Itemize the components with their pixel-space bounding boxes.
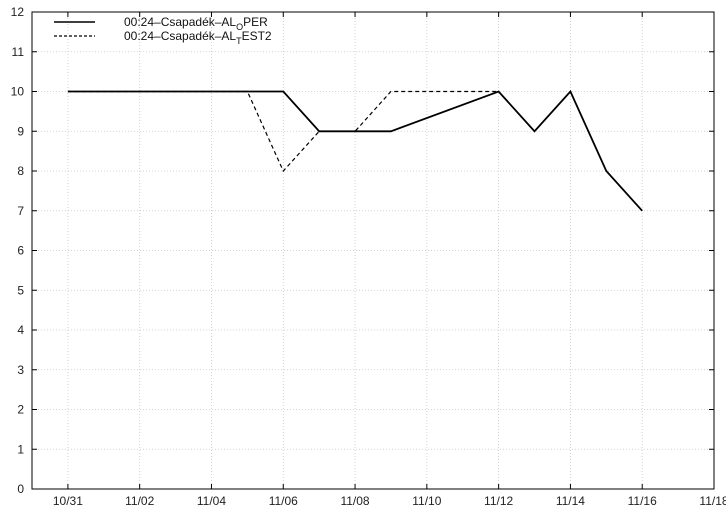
x-tick-label: 11/12 — [484, 494, 513, 508]
x-tick-label: 11/18 — [699, 494, 726, 508]
y-tick-label: 6 — [17, 244, 24, 258]
y-tick-label: 1 — [17, 442, 24, 456]
x-tick-label: 10/31 — [53, 494, 83, 508]
series-line-1 — [67, 89, 643, 212]
x-tick-labels: 10/31 11/02 11/04 11/06 11/08 11/10 11/12 11/14… — [53, 494, 726, 508]
series — [67, 89, 643, 212]
legend: 00:24–Csapadék–ALOPER00:24–Csapadék–ALTE… — [54, 15, 272, 46]
legend-label-1: 00:24–Csapadék–ALOPER — [124, 15, 268, 32]
x-tick-label: 11/10 — [412, 494, 441, 508]
y-tick-label: 11 — [12, 45, 25, 59]
x-tick-label: 11/02 — [125, 494, 154, 508]
x-tick-label: 11/06 — [269, 494, 298, 508]
x-tick-label: 11/14 — [556, 494, 585, 508]
y-tick-label: 7 — [17, 204, 24, 218]
y-tick-label: 2 — [17, 403, 24, 417]
y-tick-label: 10 — [11, 85, 25, 99]
x-tick-label: 11/08 — [340, 494, 369, 508]
y-tick-label: 9 — [17, 124, 24, 138]
series-line-2 — [67, 90, 499, 173]
x-tick-label: 11/04 — [197, 494, 226, 508]
y-tick-label: 4 — [17, 323, 24, 337]
grid — [32, 12, 715, 489]
x-tick-label: 11/16 — [628, 494, 657, 508]
y-tick-label: 12 — [11, 5, 25, 19]
legend-label-2: 00:24–Csapadék–ALTEST2 — [124, 29, 272, 46]
ticks — [32, 11, 715, 490]
y-tick-label: 0 — [17, 482, 24, 496]
y-tick-label: 5 — [17, 283, 24, 297]
y-tick-label: 3 — [17, 363, 24, 377]
y-tick-label: 8 — [17, 164, 24, 178]
